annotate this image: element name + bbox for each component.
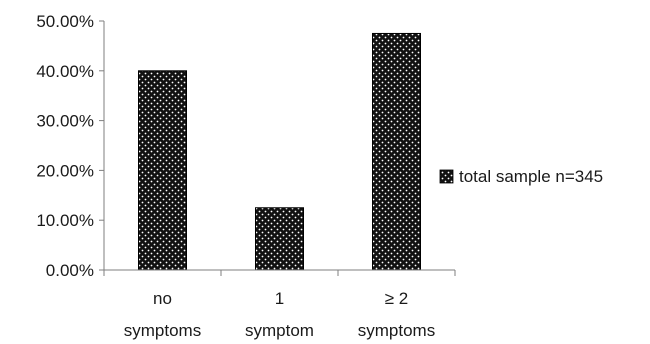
y-tick-label: 10.00% <box>36 211 94 230</box>
y-tick-label: 30.00% <box>36 112 94 131</box>
bar <box>255 207 304 271</box>
legend-swatch <box>439 169 454 184</box>
y-tick-label: 40.00% <box>36 62 94 81</box>
x-category-label: ≥ 2 <box>385 289 409 308</box>
bars <box>138 32 421 271</box>
y-axis: 0.00% 10.00% 20.00% 30.00% 40.00% 50.00% <box>36 12 105 280</box>
bar <box>372 32 421 271</box>
legend-label: total sample n=345 <box>459 167 603 186</box>
legend: total sample n=345 <box>439 167 603 186</box>
y-tick-label: 50.00% <box>36 12 94 31</box>
y-tick-label: 20.00% <box>36 161 94 180</box>
y-tick-label: 0.00% <box>46 261 94 280</box>
x-category-label: no <box>153 289 172 308</box>
x-category-label: symptoms <box>358 321 435 340</box>
x-axis: no symptoms 1 symptom ≥ 2 symptoms <box>103 269 456 340</box>
x-category-label: symptoms <box>124 321 201 340</box>
bar <box>138 70 187 271</box>
x-category-label: 1 <box>275 289 284 308</box>
x-category-label: symptom <box>245 321 314 340</box>
